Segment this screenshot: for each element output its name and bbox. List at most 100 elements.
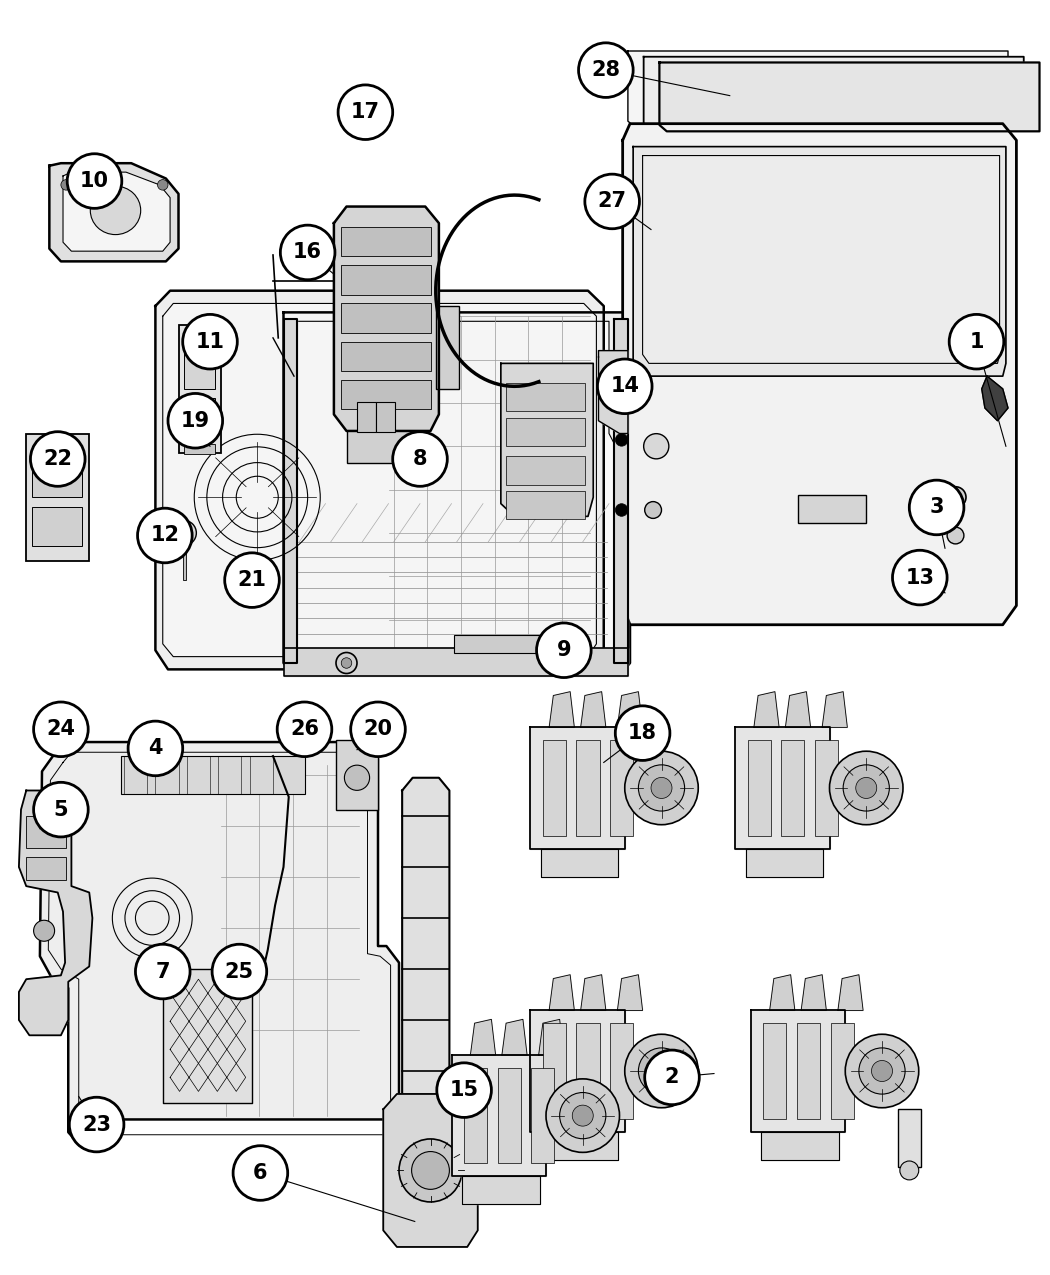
- Circle shape: [625, 1034, 698, 1108]
- Circle shape: [572, 1105, 593, 1126]
- Text: 10: 10: [80, 171, 109, 191]
- Bar: [376, 402, 395, 432]
- Bar: [341, 380, 430, 409]
- Bar: [218, 756, 242, 794]
- Polygon shape: [334, 207, 439, 431]
- Bar: [781, 740, 804, 836]
- Circle shape: [177, 527, 190, 539]
- Circle shape: [67, 154, 122, 208]
- Bar: [357, 402, 376, 432]
- Text: 8: 8: [413, 449, 427, 469]
- Polygon shape: [735, 727, 830, 849]
- Polygon shape: [63, 172, 170, 251]
- Bar: [26, 816, 66, 848]
- Bar: [436, 306, 459, 389]
- Circle shape: [859, 1048, 905, 1094]
- Bar: [763, 1023, 786, 1119]
- Circle shape: [856, 778, 877, 798]
- Polygon shape: [770, 974, 795, 1010]
- Polygon shape: [623, 124, 1016, 625]
- Text: 17: 17: [351, 102, 380, 122]
- Polygon shape: [462, 1176, 540, 1204]
- Circle shape: [61, 180, 71, 190]
- Text: 18: 18: [628, 723, 657, 743]
- Bar: [155, 756, 179, 794]
- Circle shape: [872, 1061, 892, 1081]
- Circle shape: [949, 315, 1004, 368]
- Polygon shape: [628, 51, 1008, 128]
- Text: 25: 25: [225, 961, 254, 982]
- Polygon shape: [633, 147, 1006, 376]
- Circle shape: [183, 315, 237, 368]
- Polygon shape: [40, 742, 399, 1148]
- Circle shape: [34, 921, 55, 941]
- Polygon shape: [643, 156, 1000, 363]
- Text: 14: 14: [610, 376, 639, 397]
- Bar: [748, 740, 771, 836]
- Polygon shape: [541, 1132, 618, 1160]
- Circle shape: [399, 1139, 462, 1202]
- Bar: [831, 1023, 854, 1119]
- Circle shape: [945, 487, 966, 507]
- Circle shape: [615, 434, 628, 446]
- Polygon shape: [644, 56, 1024, 130]
- Text: 28: 28: [591, 60, 621, 80]
- Circle shape: [644, 434, 669, 459]
- Bar: [506, 382, 585, 411]
- Polygon shape: [292, 321, 614, 650]
- Bar: [121, 756, 304, 794]
- Polygon shape: [501, 363, 593, 516]
- Bar: [178, 325, 220, 453]
- Circle shape: [344, 765, 370, 790]
- Text: 5: 5: [54, 799, 68, 820]
- Circle shape: [225, 553, 279, 607]
- Circle shape: [148, 961, 163, 977]
- Polygon shape: [284, 319, 297, 663]
- Bar: [250, 756, 273, 794]
- Circle shape: [830, 751, 903, 825]
- Circle shape: [900, 1162, 919, 1179]
- Bar: [341, 265, 430, 295]
- Circle shape: [585, 175, 639, 228]
- Circle shape: [341, 658, 352, 668]
- Bar: [464, 1068, 487, 1163]
- Circle shape: [909, 481, 964, 534]
- Bar: [184, 444, 215, 454]
- Bar: [797, 1023, 820, 1119]
- Circle shape: [845, 1034, 919, 1108]
- Bar: [454, 635, 569, 653]
- Text: 26: 26: [290, 719, 319, 739]
- Polygon shape: [746, 849, 823, 877]
- Bar: [26, 434, 89, 561]
- Circle shape: [638, 765, 685, 811]
- Ellipse shape: [90, 186, 141, 235]
- Bar: [543, 1023, 566, 1119]
- Bar: [576, 740, 600, 836]
- Circle shape: [597, 360, 652, 413]
- Circle shape: [843, 765, 889, 811]
- Polygon shape: [598, 351, 628, 434]
- Bar: [815, 740, 838, 836]
- Text: 23: 23: [82, 1114, 111, 1135]
- Bar: [32, 446, 82, 497]
- Polygon shape: [581, 974, 606, 1010]
- Circle shape: [338, 85, 393, 139]
- Bar: [576, 1023, 600, 1119]
- Polygon shape: [284, 648, 628, 676]
- Bar: [124, 756, 147, 794]
- Bar: [341, 342, 430, 371]
- Circle shape: [546, 1079, 620, 1153]
- Text: 1: 1: [969, 332, 984, 352]
- Polygon shape: [801, 974, 826, 1010]
- Text: 20: 20: [363, 719, 393, 739]
- Bar: [183, 548, 186, 580]
- Circle shape: [168, 394, 223, 448]
- Bar: [341, 303, 430, 333]
- Polygon shape: [838, 974, 863, 1010]
- Polygon shape: [659, 62, 1040, 131]
- Circle shape: [212, 945, 267, 998]
- Polygon shape: [402, 778, 449, 1239]
- Text: 22: 22: [43, 449, 72, 469]
- Polygon shape: [614, 319, 628, 663]
- Circle shape: [892, 551, 947, 604]
